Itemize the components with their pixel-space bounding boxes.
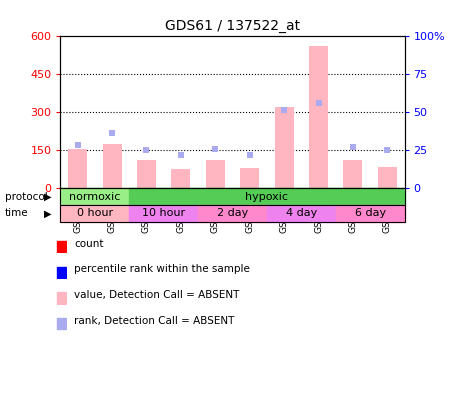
Bar (57, 241, 66, 252)
Bar (57, 318, 66, 329)
Bar (60, 188, 129, 205)
Text: count: count (74, 238, 104, 249)
Bar (378, 167, 397, 188)
Text: 10 hour: 10 hour (142, 208, 185, 218)
Text: ▶: ▶ (44, 192, 52, 202)
Bar (198, 205, 267, 222)
Text: value, Detection Call = ABSENT: value, Detection Call = ABSENT (74, 290, 240, 300)
Text: percentile rank within the sample: percentile rank within the sample (74, 264, 250, 274)
Text: ▶: ▶ (44, 208, 52, 218)
Bar (60, 205, 129, 222)
Text: 2 day: 2 day (217, 208, 248, 218)
Bar (344, 160, 362, 188)
Bar (267, 205, 336, 222)
Title: GDS61 / 137522_at: GDS61 / 137522_at (165, 19, 300, 33)
Text: protocol: protocol (5, 192, 47, 202)
Bar (129, 205, 198, 222)
Text: normoxic: normoxic (69, 192, 120, 202)
Bar (309, 46, 328, 188)
Bar (206, 160, 225, 188)
Bar (103, 144, 121, 188)
Bar (57, 267, 66, 278)
Bar (275, 107, 293, 188)
Text: rank, Detection Call = ABSENT: rank, Detection Call = ABSENT (74, 316, 235, 326)
Text: time: time (5, 208, 28, 218)
Bar (240, 168, 259, 188)
Bar (172, 169, 190, 188)
Bar (68, 149, 87, 188)
Bar (129, 188, 405, 205)
Text: hypoxic: hypoxic (246, 192, 288, 202)
Bar (137, 160, 156, 188)
Bar (57, 292, 66, 303)
Text: 4 day: 4 day (286, 208, 317, 218)
Text: 0 hour: 0 hour (77, 208, 113, 218)
Bar (336, 205, 405, 222)
Text: 6 day: 6 day (355, 208, 385, 218)
